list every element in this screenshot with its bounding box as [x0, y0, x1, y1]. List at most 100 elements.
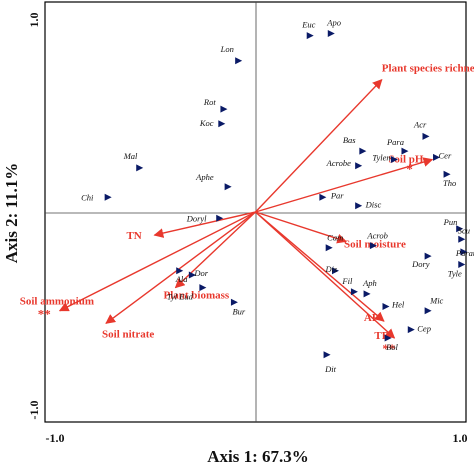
species-marker-scu	[458, 235, 466, 243]
species-marker-doryl	[216, 214, 224, 222]
species-marker-acrob	[369, 242, 377, 250]
species-marker-hel	[382, 303, 390, 310]
environment-arrows: Plant species richness Soil pH* TN Soil moi…	[20, 63, 474, 356]
species-label-aph: Aph	[362, 278, 377, 288]
species-label-cam: Cam	[327, 233, 343, 243]
arrow-soil-nitrate	[105, 211, 256, 324]
species-label-euc: Euc	[301, 20, 315, 30]
arrow-tn	[153, 211, 256, 238]
env-label-tn: TN	[126, 230, 141, 242]
species-label-tylen: Tylen	[372, 153, 390, 163]
x-axis-title: Axis 1: 67.3%	[207, 447, 309, 466]
species-marker-acr	[422, 132, 430, 140]
species-label-pun: Pun	[443, 217, 458, 227]
species-marker-parat	[460, 248, 468, 256]
species-marker-para	[401, 147, 409, 155]
species-marker-euc	[306, 32, 314, 40]
arrow-plant-biomass	[174, 211, 256, 289]
species-label-scu: Scu	[458, 225, 470, 235]
species-label-bol: Bol	[386, 342, 398, 352]
species-label-dory: Dory	[411, 259, 430, 269]
species-marker-tyl-eud	[199, 284, 207, 292]
y-axis-title: Axis 2: 11.1%	[2, 163, 21, 264]
species-label-apo: Apo	[326, 18, 341, 28]
species-label-cep: Cep	[417, 324, 431, 334]
species-marker-mic	[424, 307, 432, 315]
significance-soil-ph: *	[406, 162, 413, 177]
species-marker-bol	[384, 334, 392, 342]
species-label-para: Para	[386, 137, 404, 147]
species-marker-cep	[407, 326, 415, 334]
arrow-soil-moisture	[255, 211, 347, 244]
species-label-parat: Parat	[455, 248, 474, 258]
env-label-soil-nitrate: Soil nitrate	[102, 328, 154, 340]
species-marker-apo	[327, 30, 335, 37]
species-marker-pun	[456, 225, 464, 233]
species-label-dit: Dit	[324, 364, 337, 374]
x-tick-left: -1.0	[46, 431, 65, 445]
species-marker-aphe	[224, 183, 232, 191]
significance-soil-ammonium: **	[38, 307, 51, 322]
species-marker-rot	[220, 105, 228, 113]
env-label-soil-ammonium: Soil ammonium	[20, 296, 94, 308]
env-label-plant-biomass: Plant biomass	[164, 290, 230, 302]
species-marker-chi	[104, 193, 112, 201]
species-marker-acrobe	[355, 162, 363, 170]
species-marker-dor	[188, 271, 196, 279]
species-marker-tylen	[390, 156, 398, 163]
species-label-doryl: Doryl	[186, 213, 207, 223]
species-label-acr: Acr	[413, 119, 427, 129]
env-label-plant-species-richness: Plant species richness	[382, 63, 474, 75]
env-label-soil-moisture: Soil moisture	[344, 238, 406, 250]
arrow-ap	[255, 211, 385, 322]
species-marker-lon	[235, 57, 243, 65]
species-marker-bas	[359, 147, 367, 155]
species-label-rot: Rot	[203, 97, 216, 107]
species-marker-tho	[443, 170, 451, 178]
species-marker-dory	[424, 252, 432, 260]
x-tick-right: 1.0	[453, 431, 468, 445]
species-marker-cer	[433, 153, 441, 161]
y-tick-top: 1.0	[27, 13, 41, 28]
species-label-aphe: Aphe	[195, 172, 214, 182]
plot-frame	[44, 1, 467, 423]
species-label-fil: Fil	[341, 276, 353, 286]
species-marker-par	[319, 193, 327, 201]
arrow-tp	[255, 211, 396, 339]
env-label-soil-ph: Soil pH	[388, 154, 424, 166]
species-marker-disc	[355, 202, 363, 210]
species-label-tho: Tho	[443, 178, 456, 188]
species-label-chi: Chi	[81, 192, 94, 202]
significance-tp: **	[382, 341, 395, 356]
species-marker-tyle	[458, 261, 466, 268]
arrow-soil-ph	[255, 157, 434, 213]
species-label-mal: Mal	[123, 151, 138, 161]
species-marker-aph	[363, 290, 371, 298]
species-label-ala: Ala	[175, 274, 188, 284]
species-marker-koc	[218, 120, 226, 128]
species-label-bur: Bur	[232, 306, 245, 316]
species-label-mic: Mic	[429, 296, 443, 306]
species-marker-fil	[350, 288, 358, 296]
arrow-soil-ammonium	[58, 211, 256, 312]
species-label-tyle: Tyle	[448, 269, 462, 279]
species-label-lon: Lon	[220, 44, 234, 54]
species-marker-dis	[331, 267, 339, 275]
arrow-plant-species-richness	[254, 78, 383, 213]
species-marker-bur	[230, 298, 238, 306]
species-label-disc: Disc	[365, 200, 382, 210]
species-marker-cam	[325, 244, 333, 252]
species-label-acrobe: Acrobe	[326, 158, 351, 168]
species-label-hel: Hel	[391, 300, 405, 310]
species-label-dor: Dor	[193, 268, 208, 278]
species-label-bas: Bas	[343, 135, 356, 145]
species-marker-ala	[176, 267, 184, 275]
species-label-tyl-eud: Tyl Eud	[167, 292, 194, 302]
species-label-koc: Koc	[199, 118, 214, 128]
species-label-cer: Cer	[439, 150, 452, 160]
species-marker-dit	[323, 351, 331, 359]
y-tick-bottom: -1.0	[27, 401, 41, 420]
species-label-par: Par	[330, 190, 344, 200]
species-marker-mal	[136, 164, 144, 172]
